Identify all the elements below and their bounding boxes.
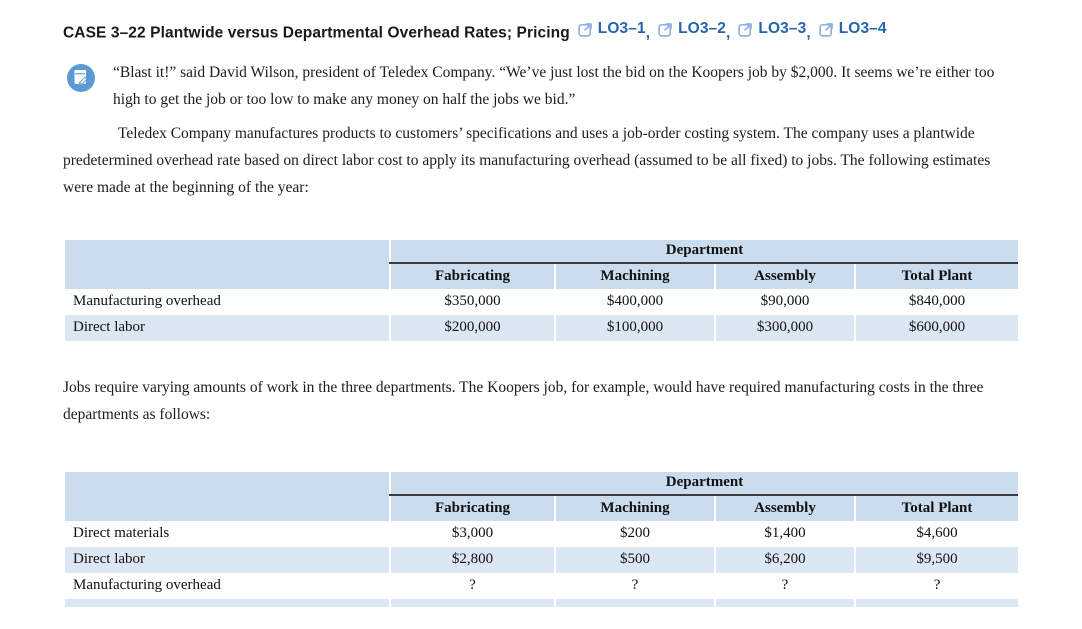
- row-label: Manufacturing overhead: [73, 577, 221, 593]
- cell-value: $600,000: [853, 314, 1019, 341]
- table-column-header-row: Fabricating Machining Assembly Total Pla…: [65, 262, 1019, 289]
- column-header-spacer: [65, 262, 390, 289]
- paragraph-quote: “Blast it!” said David Wilson, president…: [113, 63, 995, 108]
- cell-value: $6,200: [714, 546, 855, 573]
- table-column-header-row: Fabricating Machining Assembly Total Pla…: [65, 494, 1019, 521]
- column-header-assembly: Assembly: [714, 262, 855, 289]
- lo-link-lo3-4[interactable]: LO3–4: [818, 19, 887, 39]
- lo-separator: ,: [806, 24, 811, 42]
- quote-block: “Blast it!” said David Wilson, president…: [66, 59, 1082, 113]
- cell-value: $100,000: [554, 314, 715, 341]
- paragraph-intro: Teledex Company manufactures products to…: [63, 124, 991, 196]
- column-header-fabricating: Fabricating: [389, 494, 555, 521]
- page-title: CASE 3–22 Plantwide versus Departmental …: [63, 19, 1018, 44]
- external-link-icon: [578, 22, 592, 37]
- lo-separator: ,: [726, 24, 731, 42]
- lo-link-label: LO3–3: [758, 20, 807, 37]
- cell-value: $500: [554, 546, 715, 573]
- case-page: CASE 3–22 Plantwide versus Departmental …: [0, 19, 1082, 629]
- table-group-header: Department: [388, 471, 1019, 496]
- notepad-pencil-icon: [67, 63, 95, 92]
- column-header-spacer: [65, 494, 390, 521]
- column-header-total-plant: Total Plant: [853, 494, 1019, 521]
- table-row-manufacturing-overhead: Manufacturing overhead $350,000 $400,000…: [65, 288, 1019, 315]
- lo-link-label: LO3–2: [678, 20, 726, 37]
- row-label: Direct labor: [73, 551, 146, 567]
- table-group-header-row: Department: [65, 471, 1019, 496]
- cell-value: $840,000: [853, 288, 1019, 315]
- cell-value: $90,000: [714, 288, 855, 315]
- external-link-icon: [738, 22, 753, 37]
- koopers-job-table: Department Fabricating Machining Assembl…: [65, 471, 1019, 607]
- cell-value: ?: [554, 572, 715, 599]
- cell-value: $200: [554, 520, 715, 547]
- table-group-header-row: Department: [65, 239, 1019, 264]
- cell-value: $9,500: [853, 546, 1019, 573]
- cell-value: $350,000: [389, 288, 555, 315]
- cell-value: $400,000: [554, 288, 715, 315]
- cell-value: $300,000: [714, 314, 855, 341]
- cell-value: $4,600: [853, 520, 1019, 547]
- cell-value: $3,000: [389, 520, 555, 547]
- column-header-machining: Machining: [554, 262, 715, 289]
- cell-value: $200,000: [389, 314, 555, 341]
- case-title-text: CASE 3–22 Plantwide versus Departmental …: [63, 24, 570, 42]
- column-header-machining: Machining: [554, 494, 715, 521]
- lo-link-lo3-2[interactable]: LO3–2: [657, 19, 726, 39]
- column-header-fabricating: Fabricating: [389, 262, 555, 289]
- cell-value: ?: [389, 572, 555, 599]
- column-header-assembly: Assembly: [714, 494, 855, 521]
- cell-value: ?: [853, 572, 1019, 599]
- lo-separator: ,: [645, 24, 651, 42]
- row-label: Direct materials: [73, 525, 170, 541]
- lo-link-lo3-3[interactable]: LO3–3: [737, 19, 806, 39]
- table-group-header: Department: [388, 239, 1019, 264]
- table-row-manufacturing-overhead: Manufacturing overhead ? ? ? ?: [65, 572, 1019, 599]
- lo-link-label: LO3–1: [597, 20, 646, 37]
- row-label: Manufacturing overhead: [73, 293, 221, 309]
- external-link-icon: [819, 22, 833, 37]
- lo-link-label: LO3–4: [838, 20, 887, 37]
- lo-link-lo3-1[interactable]: LO3–1: [577, 19, 646, 39]
- estimates-table: Department Fabricating Machining Assembl…: [65, 239, 1019, 341]
- table-row-direct-labor: Direct labor $2,800 $500 $6,200 $9,500: [65, 546, 1019, 573]
- table-row-direct-materials: Direct materials $3,000 $200 $1,400 $4,6…: [65, 520, 1019, 547]
- group-header-spacer: [65, 239, 390, 263]
- paragraph-jobs: Jobs require varying amounts of work in …: [63, 378, 984, 423]
- row-label: Direct labor: [73, 319, 146, 335]
- table-footer-strip: [65, 598, 1019, 607]
- cell-value: $1,400: [714, 520, 855, 547]
- table-row-direct-labor: Direct labor $200,000 $100,000 $300,000 …: [65, 314, 1019, 341]
- cell-value: ?: [714, 572, 855, 599]
- cell-value: $2,800: [389, 546, 555, 573]
- external-link-icon: [658, 22, 672, 37]
- group-header-spacer: [65, 471, 390, 495]
- column-header-total-plant: Total Plant: [853, 262, 1019, 289]
